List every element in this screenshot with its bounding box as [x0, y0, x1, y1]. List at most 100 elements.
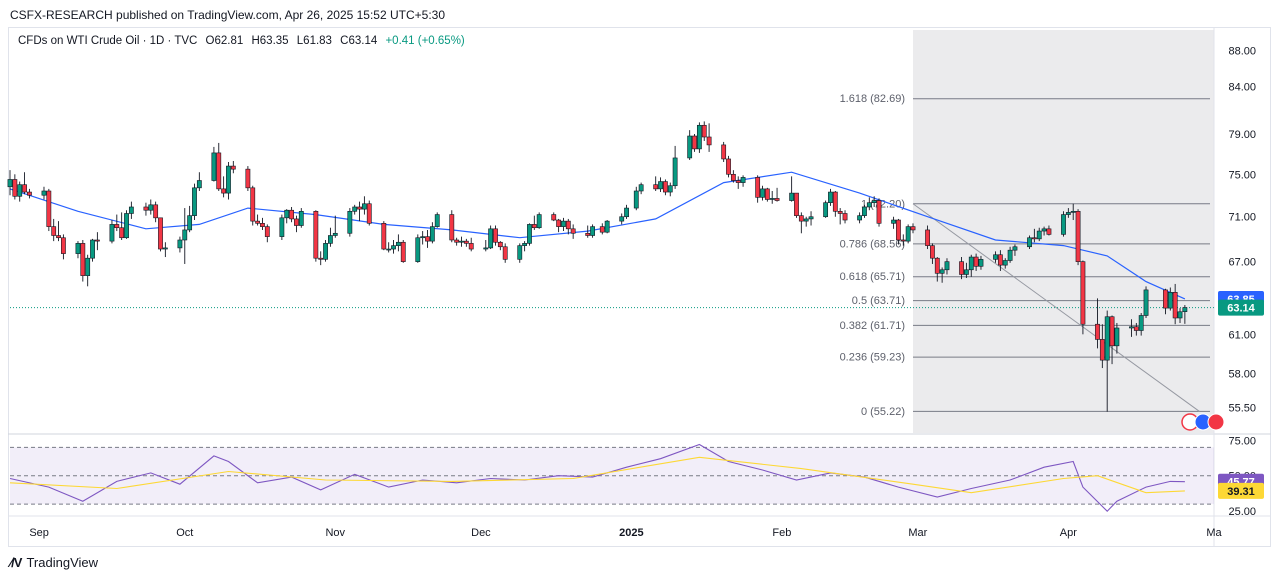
candle-body	[653, 184, 659, 190]
candle-body	[1138, 315, 1144, 331]
candle-body	[964, 269, 969, 275]
candle-body	[46, 190, 52, 227]
candle-body	[27, 191, 32, 196]
candle-body	[930, 245, 935, 259]
candle	[837, 208, 843, 225]
candle-body	[973, 256, 979, 267]
candle	[352, 204, 358, 215]
candle-body	[211, 152, 217, 181]
candle	[789, 176, 795, 202]
candle	[7, 170, 13, 196]
time-tick-label: Mar	[908, 527, 927, 539]
candle	[570, 224, 576, 239]
candle	[959, 257, 964, 280]
candle-body	[1041, 228, 1047, 232]
candle	[347, 208, 353, 237]
candle-body	[706, 136, 712, 146]
candle	[493, 225, 498, 246]
candle	[638, 182, 644, 195]
candle-body	[279, 217, 285, 237]
candle-body	[968, 256, 974, 271]
candle-body	[328, 235, 333, 244]
candle-body	[769, 198, 775, 200]
footer-brand-label: TradingView	[26, 555, 99, 570]
candle	[1172, 283, 1178, 325]
candle	[230, 160, 236, 174]
rsi-tick-label: 75.00	[1228, 435, 1256, 447]
candle-body	[599, 226, 605, 233]
candle-body	[536, 214, 542, 229]
symbol-name[interactable]: CFDs on WTI Crude Oil · 1D · TVC	[18, 35, 198, 47]
candle-body	[187, 215, 193, 231]
candle-body	[148, 204, 154, 211]
candle-body	[604, 220, 610, 233]
candle-body	[61, 237, 66, 254]
candle	[1065, 208, 1071, 218]
candle	[517, 243, 523, 263]
candle-body	[692, 135, 697, 150]
candle	[187, 205, 193, 233]
footer-brand[interactable]: ⁄/V TradingView	[10, 555, 98, 570]
candle-body	[978, 259, 984, 267]
rsi-ma-badge-bg	[1218, 482, 1264, 499]
candle-body	[386, 248, 392, 251]
candle-body	[1036, 230, 1042, 240]
candle	[289, 206, 294, 223]
candle-body	[905, 226, 911, 242]
candle-body	[7, 179, 13, 188]
candle	[323, 239, 328, 262]
candle-body	[1167, 292, 1173, 309]
candle-body	[808, 216, 814, 220]
candle	[1027, 235, 1032, 250]
candle	[1099, 324, 1105, 369]
candle-body	[794, 192, 799, 216]
time-tick-label: Oct	[176, 527, 193, 539]
candle	[1036, 227, 1042, 242]
candle-body	[1133, 326, 1139, 331]
candle-body	[891, 219, 896, 224]
candle	[755, 175, 761, 203]
candle-body	[255, 220, 260, 224]
candle	[298, 208, 304, 228]
fib-level-label: 0.786 (68.56)	[840, 238, 905, 250]
candle	[454, 237, 460, 246]
candle	[1138, 313, 1144, 336]
candle-body	[1104, 316, 1110, 361]
candle-body	[56, 235, 61, 239]
candle	[1129, 319, 1134, 337]
last-price-badge: 63.14	[1218, 299, 1264, 316]
candle-body	[216, 152, 222, 190]
candle	[692, 134, 697, 152]
candle-body	[226, 165, 231, 194]
candle	[90, 238, 95, 262]
candle-body	[590, 226, 595, 236]
last-price-badge-bg	[1218, 299, 1264, 316]
rsi-line	[9, 443, 1185, 512]
fib-level-label: 0.236 (59.23)	[840, 352, 905, 364]
candle	[420, 231, 426, 245]
candle	[1177, 308, 1183, 323]
candle	[828, 188, 833, 206]
candle-body	[483, 247, 489, 250]
fib-level-label: 0 (55.22)	[861, 406, 905, 418]
candle	[905, 224, 911, 244]
candle-body	[1143, 289, 1149, 316]
candle-body	[362, 203, 367, 210]
candle	[764, 187, 770, 202]
candle-body	[12, 179, 18, 197]
price-tick-label: 84.00	[1228, 82, 1256, 94]
price-tick-label: 55.50	[1228, 402, 1256, 414]
candle	[808, 211, 814, 226]
candle-body	[701, 124, 707, 138]
candle	[119, 212, 125, 240]
candle-body	[871, 200, 877, 203]
candle-body	[1070, 211, 1076, 213]
candle-body	[764, 188, 770, 200]
candle-body	[570, 228, 576, 234]
candle	[1061, 211, 1066, 237]
candle	[823, 200, 829, 218]
candle	[896, 218, 901, 245]
candle	[978, 255, 984, 270]
candle	[313, 210, 319, 262]
